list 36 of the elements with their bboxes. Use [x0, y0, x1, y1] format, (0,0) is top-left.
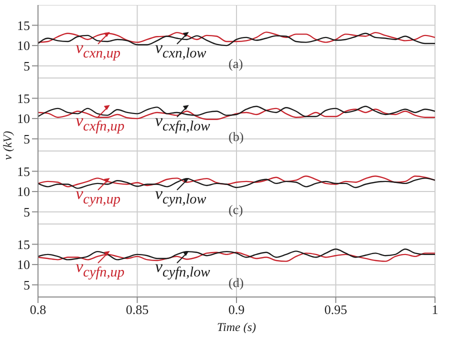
- line-series: [38, 106, 435, 118]
- annotation: (c): [228, 202, 243, 218]
- y-tick-label: 5: [24, 58, 30, 74]
- y-tick-label: 15: [17, 18, 30, 33]
- legend-label: v$_{cxfn,low}$: [155, 111, 210, 136]
- y-tick-label: 15: [17, 90, 30, 106]
- x-tick-label: 0.95: [324, 302, 348, 318]
- line-series: [38, 108, 435, 120]
- line-series: [38, 251, 435, 262]
- y-tick-label: 15: [17, 236, 30, 252]
- legend-label: v$_{cxn,low}$: [155, 38, 206, 62]
- legend-label: v$_{cyn,low}$: [155, 184, 206, 208]
- line-series: [38, 32, 435, 43]
- y-tick-label: 10: [17, 111, 30, 126]
- x-tick-label: 0.8: [30, 302, 46, 318]
- y-tick-label: 5: [24, 277, 30, 292]
- y-tick-label: 10: [17, 184, 30, 200]
- y-tick-label: 10: [17, 38, 30, 54]
- legend-label: v$_{cxn,up}$: [76, 38, 120, 62]
- x-tick-label: 1: [432, 302, 438, 318]
- line-series: [38, 248, 435, 260]
- y-tick-label: 15: [17, 164, 30, 179]
- legend-label: v$_{cxfn,up}$: [76, 111, 124, 136]
- y-tick-label: 5: [24, 131, 30, 146]
- y-tick-label: 5: [24, 204, 30, 220]
- x-tick-label: 0.9: [228, 302, 245, 318]
- annotation: (a): [228, 56, 243, 72]
- annotation: (d): [228, 274, 244, 291]
- legend-label: v$_{cyfn,low}$: [155, 257, 210, 282]
- legend-label: v$_{cyn,up}$: [76, 184, 120, 208]
- x-tick-label: 0.85: [126, 302, 149, 318]
- y-tick-label: 10: [17, 257, 30, 272]
- y-axis-title: v (kV): [0, 130, 16, 162]
- line-series: [38, 32, 435, 46]
- legend-label: v$_{cyfn,up}$: [76, 257, 124, 282]
- annotation: (b): [228, 128, 244, 145]
